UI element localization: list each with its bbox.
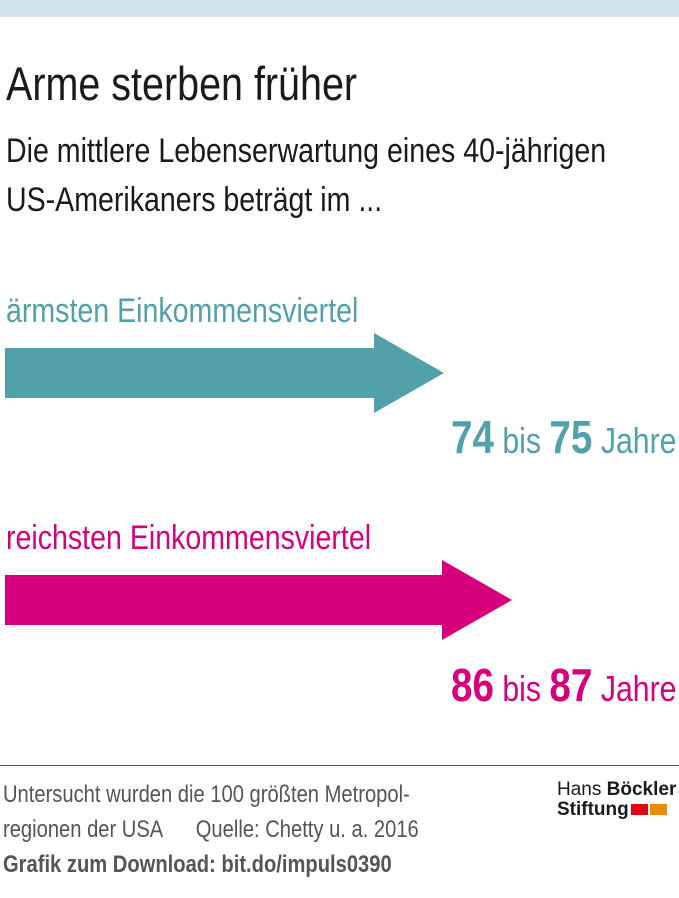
value-high: 75 [548,411,592,463]
value-unit: Jahre [600,420,676,461]
logo-orange-square [649,804,667,816]
value-mid: bis [501,420,541,461]
category-label-poorest: ärmsten Einkommensviertel [6,292,359,330]
value-label-richest: 86 bis 87 Jahre [450,658,676,712]
hans-boeckler-logo: Hans Böckler Stiftung [557,779,677,820]
footer-note-line-1: Untersucht wurden die 100 größten Metrop… [3,781,410,808]
value-label-poorest: 74 bis 75 Jahre [450,410,676,464]
subtitle-line-2: US-Amerikaners beträgt im ... [6,181,383,219]
footer-note-line-2: regionen der USA Quelle: Chetty u. a. 20… [3,816,419,843]
value-unit: Jahre [600,668,676,709]
value-low: 74 [450,411,494,463]
chart-title: Arme sterben früher [6,57,358,110]
value-mid: bis [501,668,541,709]
footer-divider [0,765,679,766]
category-label-richest: reichsten Einkommensviertel [6,519,372,557]
arrow-poorest [5,333,444,413]
top-bar [0,0,679,17]
value-low: 86 [450,659,494,711]
download-link[interactable]: Grafik zum Download: bit.do/impuls0390 [3,851,392,878]
arrow-richest [5,560,512,640]
logo-red-square [630,804,648,816]
value-high: 87 [548,659,592,711]
subtitle-line-1: Die mittlere Lebenserwartung eines 40-jä… [6,132,607,170]
